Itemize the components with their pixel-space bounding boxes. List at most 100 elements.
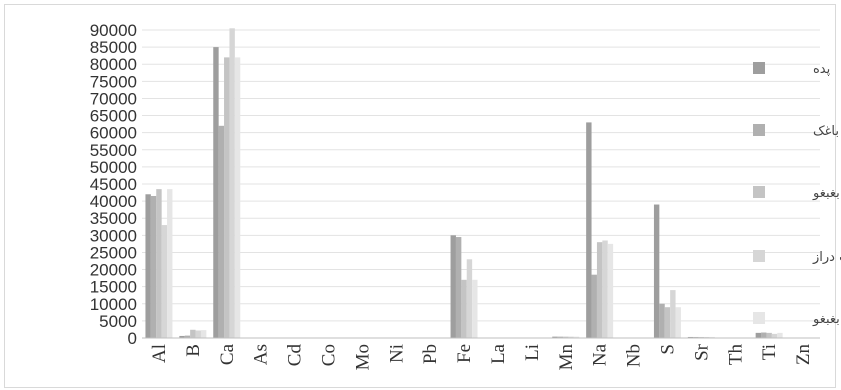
legend-swatch: [753, 62, 765, 74]
bar-fe-series-3: [461, 279, 467, 338]
bar-b-series-1: [179, 335, 185, 338]
legend-label: پده: [813, 62, 831, 77]
gridlines: [142, 29, 820, 322]
x-tick-labels: Al B Ca As Cd Co Mo Ni Pb Fe La Li Mn Na Nb S Sr Th Ti Zn: [149, 343, 814, 370]
x-tick-label: Li: [522, 344, 543, 361]
x-tick-label: Cd: [285, 344, 306, 367]
bar-sr-series-1: [687, 336, 694, 338]
bar-na-series-3: [596, 242, 603, 338]
y-tick-label: 15000: [90, 278, 137, 297]
y-tick-label: 55000: [90, 141, 137, 160]
legend-label: بغبغو: [812, 312, 840, 327]
legend-swatch: [753, 250, 765, 262]
bar-sr-series-4: [704, 336, 710, 338]
y-tick-label: 90000: [90, 21, 137, 40]
y-tick-label: 5000: [99, 312, 137, 331]
bar-b-series-5: [200, 330, 207, 338]
y-tick-label: 45000: [90, 175, 137, 194]
bar-na-series-4: [602, 240, 608, 338]
y-tick-label: 75000: [90, 72, 137, 91]
bar-s-series-3: [664, 307, 671, 338]
x-tick-label: S: [657, 344, 678, 355]
legend-swatch: [753, 312, 765, 324]
bar-s-series-5: [675, 307, 681, 338]
x-tick-label: Al: [149, 344, 170, 363]
y-tick-label: 60000: [90, 124, 137, 143]
bar-s-series-4: [670, 290, 676, 338]
chart-frame: [4, 4, 836, 388]
bar-al-series-2: [150, 195, 157, 338]
bar-ti-series-5: [777, 332, 783, 338]
bar-mn-series-3: [563, 336, 569, 338]
bar-al-series-4: [161, 225, 168, 338]
x-tick-label: Nb: [624, 344, 645, 367]
bar-ti-series-4: [771, 333, 778, 338]
legend: پده باغک بغبغو آب دراز بغبغو: [753, 62, 841, 327]
bar-na-series-5: [607, 243, 614, 338]
bar-fe-series-4: [466, 259, 473, 338]
y-tick-label: 30000: [90, 226, 137, 245]
bar-fe-series-1: [450, 235, 456, 338]
bar-ca-series-1: [213, 47, 219, 339]
bar-mn-series-2: [557, 336, 564, 338]
y-tick-label: 10000: [90, 295, 137, 314]
y-tick-label: 85000: [90, 38, 137, 57]
y-tick-label: 40000: [90, 192, 137, 211]
x-tick-label: Th: [725, 344, 746, 366]
x-tick-label: Pb: [420, 344, 441, 364]
bar-al-series-3: [156, 189, 162, 338]
x-tick-label: Fe: [454, 344, 475, 363]
x-tick-label: Ni: [386, 344, 407, 363]
x-tick-label: As: [251, 344, 272, 365]
y-tick-label: 35000: [90, 209, 137, 228]
bar-ca-series-5: [234, 57, 241, 338]
y-tick-label: 0: [128, 329, 137, 348]
bars: [145, 28, 817, 339]
x-tick-label: Sr: [691, 343, 712, 361]
bar-na-series-1: [586, 122, 592, 339]
bar-al-series-5: [167, 189, 173, 338]
bar-sr-series-2: [693, 336, 699, 338]
bar-sr-series-5: [709, 336, 715, 338]
bar-fe-series-5: [472, 279, 478, 338]
legend-label: باغک: [813, 124, 839, 139]
x-tick-label: Mo: [352, 344, 373, 370]
bar-ca-series-4: [229, 28, 235, 338]
y-tick-label: 80000: [90, 55, 137, 74]
bar-ti-series-2: [761, 332, 767, 338]
y-tick-labels: 0500010000150002000025000300003500040000…: [90, 21, 137, 348]
bar-b-series-4: [195, 330, 201, 338]
x-tick-label: Na: [590, 343, 611, 366]
bar-s-series-2: [659, 303, 665, 338]
bar-mn-series-5: [573, 336, 580, 338]
y-tick-label: 25000: [90, 243, 137, 262]
bar-ca-series-2: [218, 125, 225, 338]
y-tick-label: 50000: [90, 158, 137, 177]
bar-b-series-2: [184, 335, 191, 338]
x-tick-label: Zn: [793, 344, 814, 366]
y-tick-label: 20000: [90, 261, 137, 280]
legend-swatch: [753, 186, 765, 198]
legend-swatch: [753, 124, 765, 136]
bar-mn-series-1: [552, 336, 558, 338]
y-tick-label: 65000: [90, 107, 137, 126]
bar-b-series-3: [190, 329, 196, 338]
bar-ti-series-1: [755, 332, 762, 338]
x-tick-label: Mn: [556, 344, 577, 371]
bar-ti-series-3: [766, 332, 772, 338]
bar-fe-series-2: [455, 237, 462, 338]
x-tick-label: Co: [318, 344, 339, 366]
bar-al-series-1: [145, 194, 151, 338]
bar-sr-series-3: [698, 336, 705, 338]
x-tick-label: Ca: [217, 343, 238, 365]
bar-na-series-2: [591, 274, 597, 338]
x-tick-label: La: [488, 343, 509, 364]
bar-ca-series-3: [224, 57, 230, 338]
legend-label: بغبغو: [812, 186, 840, 201]
y-tick-label: 70000: [90, 89, 137, 108]
x-tick-label: Ti: [759, 344, 780, 360]
bar-mn-series-4: [568, 336, 574, 338]
legend-label: آب دراز: [812, 248, 841, 265]
bar-s-series-1: [653, 204, 660, 338]
